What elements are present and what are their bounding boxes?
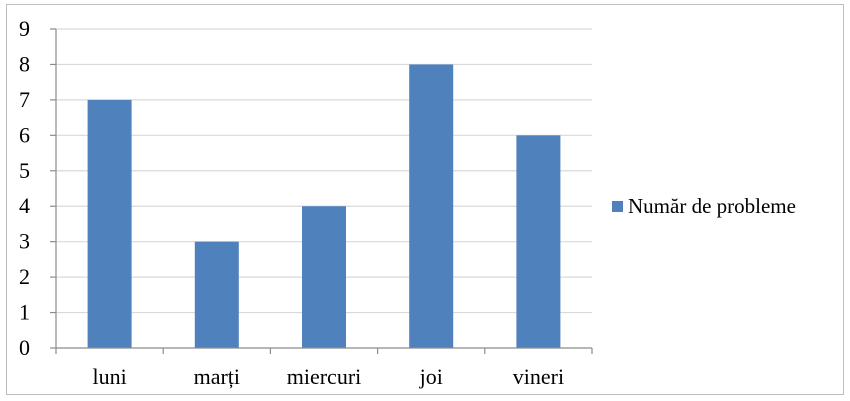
bar-vineri — [516, 135, 561, 348]
y-tick-label-6: 6 — [19, 122, 30, 147]
bar-joi — [409, 64, 454, 348]
gridlines — [56, 28, 592, 314]
y-tick-label-4: 4 — [19, 193, 30, 218]
bar-luni — [87, 99, 132, 348]
y-tick-label-5: 5 — [19, 158, 30, 183]
y-tick-label-7: 7 — [19, 87, 30, 112]
y-tick-labels: 0 1 2 3 4 5 6 7 8 9 — [19, 16, 30, 360]
legend-swatch — [612, 201, 623, 212]
y-tick-label-8: 8 — [19, 51, 30, 76]
legend: Număr de probleme — [612, 194, 796, 218]
x-tick-label-vineri: vineri — [513, 364, 564, 389]
y-tick-label-3: 3 — [19, 229, 30, 254]
legend-label: Număr de probleme — [628, 194, 796, 218]
x-tick-labels: luni marți miercuri joi vineri — [92, 364, 564, 389]
axes — [50, 28, 593, 354]
y-tick-label-1: 1 — [19, 300, 30, 325]
y-tick-label-2: 2 — [19, 264, 30, 289]
bar-miercuri — [302, 206, 346, 348]
y-tick-label-0: 0 — [19, 335, 30, 360]
bar-marți — [194, 241, 239, 348]
y-tick-label-9: 9 — [19, 16, 30, 41]
bars — [87, 64, 561, 348]
x-tick-label-joi: joi — [419, 364, 443, 389]
x-tick-label-marți: marți — [194, 364, 240, 389]
x-tick-label-luni: luni — [92, 364, 126, 389]
x-tick-label-miercuri: miercuri — [287, 364, 362, 389]
